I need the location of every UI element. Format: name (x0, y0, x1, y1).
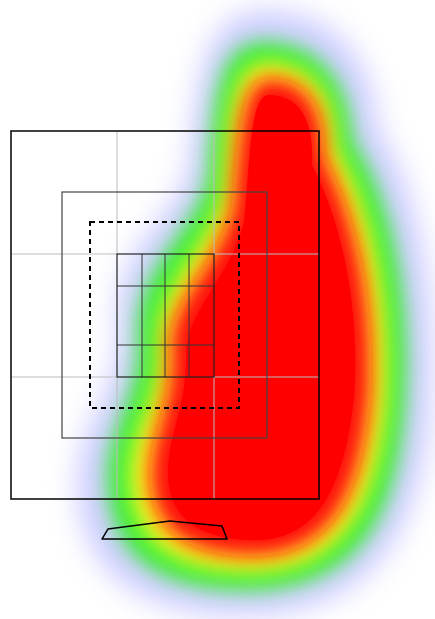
inner-frame-border (116, 253, 215, 378)
middle-frame-border (61, 191, 268, 439)
heatmap-red-center (167, 95, 356, 541)
safe-area-frame (89, 221, 240, 409)
safe-area-border (89, 221, 240, 409)
outer-frame-border (10, 130, 320, 500)
heatmap (77, 9, 433, 617)
middle-frame (61, 191, 268, 439)
inner-frame (116, 253, 215, 378)
stand-base (101, 520, 228, 540)
